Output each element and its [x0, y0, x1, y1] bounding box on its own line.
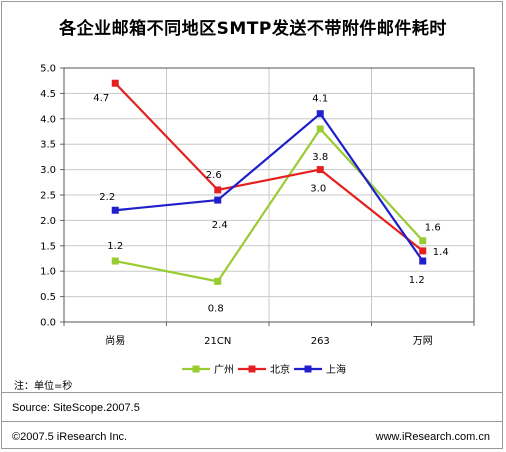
x-tick-label: 21CN: [204, 336, 231, 347]
data-point: [316, 110, 324, 118]
data-point: [316, 125, 324, 133]
data-point: [419, 237, 427, 245]
data-point: [214, 186, 222, 194]
data-label: 3.0: [310, 184, 326, 195]
y-tick-label: 1.0: [40, 267, 56, 278]
legend-marker: [304, 365, 312, 373]
data-point: [111, 206, 119, 214]
legend-label: 上海: [326, 363, 346, 376]
legend-marker: [192, 365, 200, 373]
line-chart: 0.0 0.5 1.0 1.5 2.0 2.5 3.0 3.5 4.0 4.5 5.0 尚易 21CN 2…: [40, 64, 475, 376]
y-tick-label: 0.0: [40, 318, 56, 329]
y-tick-label: 3.5: [40, 140, 56, 151]
data-label: 2.4: [212, 220, 228, 231]
data-point: [419, 257, 427, 265]
divider: [2, 392, 502, 393]
data-label: 1.4: [433, 247, 449, 258]
chart-title: 各企业邮箱不同地区SMTP发送不带附件邮件耗时: [59, 19, 447, 39]
data-label: 1.2: [409, 275, 425, 286]
data-label: 2.6: [206, 170, 222, 181]
data-point: [111, 257, 119, 265]
data-point: [419, 247, 427, 255]
unit-note: 注：单位=秒: [14, 381, 73, 392]
legend-label: 广州: [214, 364, 234, 376]
series-line: [114, 82, 424, 252]
divider: [2, 421, 502, 422]
y-tick-label: 4.5: [40, 89, 56, 100]
source-text: Source: SiteScope.2007.5: [12, 402, 140, 414]
data-label: 4.1: [312, 94, 328, 105]
y-tick-label: 3.0: [40, 165, 56, 176]
data-label: 1.6: [425, 223, 441, 234]
series-line: [115, 127, 424, 283]
y-tick-label: 0.5: [40, 292, 56, 303]
x-tick-label: 263: [311, 336, 330, 347]
data-point: [214, 277, 222, 285]
x-tick-label: 万网: [413, 335, 433, 347]
data-point: [111, 79, 119, 87]
legend-marker: [248, 365, 256, 373]
legend-label: 北京: [270, 363, 290, 376]
y-tick-label: 4.0: [40, 114, 56, 125]
y-tick-label: 2.5: [40, 191, 56, 202]
data-point: [214, 196, 222, 204]
data-label: 0.8: [208, 303, 224, 314]
x-tick-label: 尚易: [105, 334, 125, 347]
copyright-text: ©2007.5 iResearch Inc.: [12, 431, 128, 443]
data-label: 3.8: [312, 152, 328, 163]
y-tick-label: 1.5: [40, 241, 56, 252]
data-label: 4.7: [93, 93, 109, 104]
data-label: 1.2: [107, 241, 123, 252]
data-label: 2.2: [99, 192, 115, 203]
series-line: [115, 112, 424, 262]
y-tick-label: 5.0: [40, 64, 56, 75]
y-tick-label: 2.0: [40, 216, 56, 227]
data-point: [316, 166, 324, 174]
website-link[interactable]: www.iResearch.com.cn: [375, 431, 490, 443]
